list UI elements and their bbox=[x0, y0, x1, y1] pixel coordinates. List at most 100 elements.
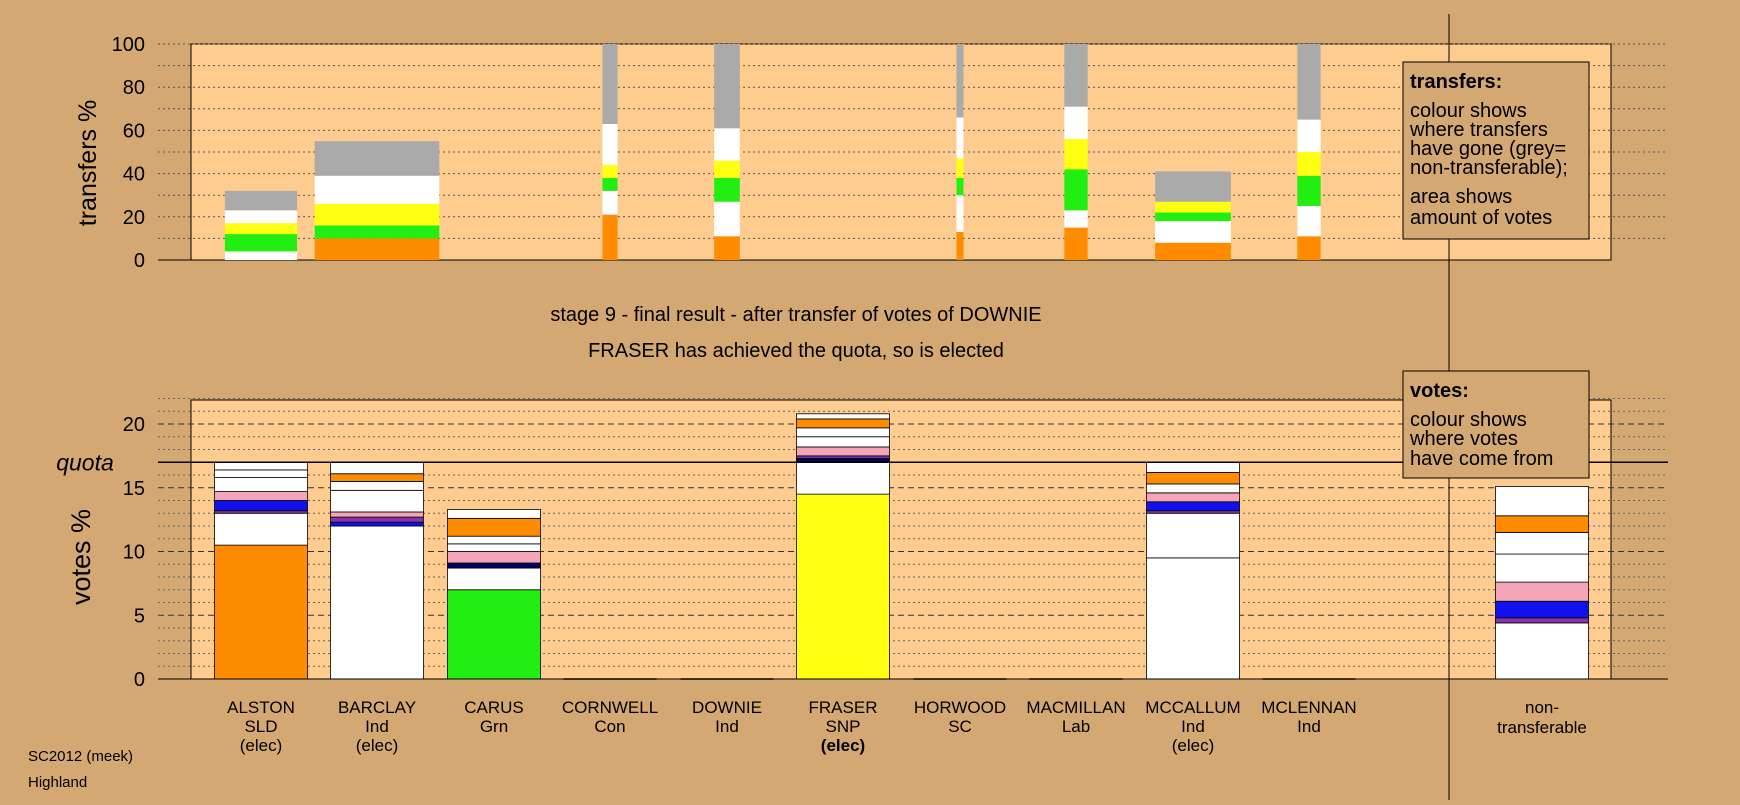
votes-segment-fraser bbox=[796, 418, 890, 429]
candidate-label-cornwell: CORNWELL bbox=[562, 698, 658, 717]
transfers-segment-mccallum bbox=[1155, 221, 1231, 243]
transfers-segment-horwood bbox=[956, 195, 964, 232]
transfers-segment-macmillan bbox=[1064, 106, 1088, 140]
transfers-segment-barclay bbox=[314, 141, 440, 176]
candidate-label-cornwell: Con bbox=[594, 717, 625, 736]
votes-segment-barclay bbox=[330, 461, 424, 475]
votes-segment-barclay bbox=[330, 525, 424, 680]
votes-segment-barclay bbox=[330, 480, 424, 491]
votes-segment-mccallum bbox=[1146, 492, 1240, 503]
votes-segment-carus bbox=[447, 535, 541, 545]
votes-segment-alston bbox=[214, 544, 308, 680]
votes-legend-title: votes: bbox=[1410, 380, 1469, 402]
transfers-segment-barclay bbox=[314, 175, 440, 204]
transfers-legend-line: have gone (grey= bbox=[1410, 138, 1566, 160]
candidate-label-barclay: BARCLAY bbox=[338, 698, 416, 717]
votes-segment-barclay bbox=[330, 473, 424, 482]
transfers-legend: transfers: colour shows where transfers … bbox=[1402, 61, 1590, 240]
votes-y-ticks: 0 5 10 15 20 bbox=[123, 414, 145, 691]
transfers-segment-cornwell bbox=[602, 164, 618, 178]
candidate-label-barclay: (elec) bbox=[356, 736, 399, 755]
votes-segment-nontransferable bbox=[1495, 531, 1589, 555]
transfers-segment-alston bbox=[224, 190, 298, 211]
votes-segment-barclay bbox=[330, 516, 424, 523]
votes-segment-carus bbox=[447, 567, 541, 591]
transfers-segment-downie bbox=[714, 160, 740, 178]
transfers-segment-mclennan bbox=[1297, 152, 1321, 176]
transfers-segment-macmillan bbox=[1064, 139, 1088, 170]
votes-segment-fraser bbox=[796, 493, 890, 680]
nontransferable-label-line1: non- bbox=[1525, 698, 1559, 717]
footer-area: Highland bbox=[28, 774, 87, 791]
transfers-segment-downie bbox=[714, 236, 740, 260]
votes-segment-nontransferable bbox=[1495, 622, 1589, 680]
votes-segment-carus bbox=[447, 543, 541, 552]
transfers-segment-mccallum bbox=[1155, 212, 1231, 222]
votes-segment-nontransferable bbox=[1495, 600, 1589, 619]
transfers-segment-barclay bbox=[314, 225, 440, 239]
transfers-legend-line: amount of votes bbox=[1410, 207, 1552, 229]
votes-y-label: votes % bbox=[66, 509, 96, 605]
votes-plot-area bbox=[190, 399, 1612, 680]
votes-segment-mccallum bbox=[1146, 483, 1240, 494]
transfers-segment-horwood bbox=[956, 158, 964, 178]
transfers-segment-downie bbox=[714, 128, 740, 161]
transfers-y-tick: 80 bbox=[123, 77, 145, 99]
candidate-label-mclennan: MCLENNAN bbox=[1261, 698, 1356, 717]
candidate-labels: ALSTONSLD(elec)BARCLAYInd(elec)CARUSGrnC… bbox=[227, 698, 1357, 755]
candidate-label-mclennan: Ind bbox=[1297, 717, 1321, 736]
votes-segment-carus bbox=[447, 551, 541, 564]
candidate-label-carus: Grn bbox=[480, 717, 508, 736]
votes-segment-carus bbox=[447, 509, 541, 519]
transfers-segment-horwood bbox=[956, 231, 964, 260]
transfers-segment-alston bbox=[224, 223, 298, 235]
transfers-segment-cornwell bbox=[602, 190, 618, 215]
votes-bars bbox=[214, 413, 1589, 680]
transfers-y-label: transfers % bbox=[74, 100, 102, 226]
transfers-segment-cornwell bbox=[602, 214, 618, 260]
votes-legend-line: where votes bbox=[1409, 428, 1518, 450]
transfers-segment-downie bbox=[714, 44, 740, 129]
transfers-y-tick: 40 bbox=[123, 164, 145, 186]
transfers-segment-mclennan bbox=[1297, 236, 1321, 260]
votes-segment-nontransferable bbox=[1495, 553, 1589, 583]
votes-segment-barclay bbox=[330, 521, 424, 527]
votes-segment-mccallum bbox=[1146, 461, 1240, 473]
candidate-label-carus: CARUS bbox=[464, 698, 524, 717]
stage-result: FRASER has achieved the quota, so is ele… bbox=[588, 340, 1004, 362]
transfers-y-tick: 20 bbox=[123, 207, 145, 229]
transfers-y-ticks: 0 20 40 60 80 100 bbox=[112, 34, 145, 272]
candidate-label-fraser: FRASER bbox=[809, 698, 878, 717]
votes-legend: votes: colour shows where votes have com… bbox=[1402, 370, 1590, 479]
transfers-segment-macmillan bbox=[1064, 210, 1088, 228]
votes-legend-box bbox=[1402, 370, 1590, 479]
votes-y-tick: 15 bbox=[123, 478, 145, 500]
transfers-segment-mclennan bbox=[1297, 119, 1321, 152]
candidate-label-barclay: Ind bbox=[365, 717, 389, 736]
transfers-legend-line: colour shows bbox=[1410, 100, 1527, 122]
transfers-y-tick: 100 bbox=[112, 34, 145, 56]
transfers-plot: 0 20 40 60 80 100 transfers % bbox=[74, 34, 1668, 272]
candidate-label-macmillan: Lab bbox=[1062, 717, 1090, 736]
votes-segment-nontransferable bbox=[1495, 617, 1589, 624]
transfers-segment-downie bbox=[714, 201, 740, 237]
candidate-label-mccallum: Ind bbox=[1181, 717, 1205, 736]
votes-y-tick: 5 bbox=[134, 605, 145, 627]
votes-segment-nontransferable bbox=[1495, 515, 1589, 533]
votes-y-tick: 0 bbox=[134, 669, 145, 691]
transfers-segment-cornwell bbox=[602, 177, 618, 191]
votes-segment-alston bbox=[214, 469, 308, 478]
votes-segment-fraser bbox=[796, 446, 890, 457]
votes-segment-fraser bbox=[796, 413, 890, 420]
transfers-segment-alston bbox=[224, 210, 298, 224]
votes-legend-line: colour shows bbox=[1410, 409, 1527, 431]
transfers-segment-mccallum bbox=[1155, 201, 1231, 213]
votes-segment-alston bbox=[214, 461, 308, 471]
votes-segment-nontransferable bbox=[1495, 581, 1589, 602]
transfers-segment-alston bbox=[224, 251, 298, 260]
transfers-segment-barclay bbox=[314, 238, 440, 260]
transfers-segment-alston bbox=[224, 234, 298, 252]
candidate-label-macmillan: MACMILLAN bbox=[1026, 698, 1125, 717]
votes-segment-mccallum bbox=[1146, 512, 1240, 559]
